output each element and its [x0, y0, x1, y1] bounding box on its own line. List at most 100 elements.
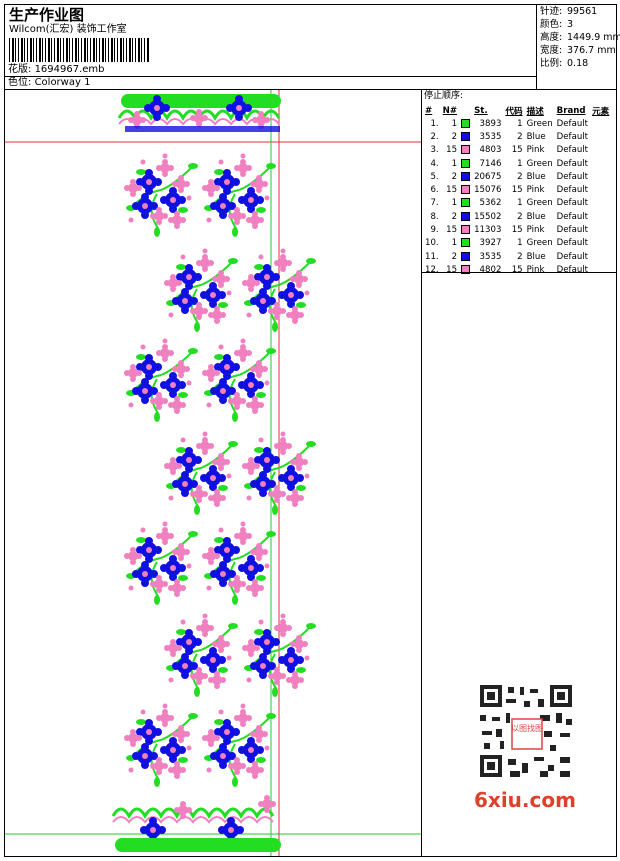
- row-swatch: [459, 144, 472, 157]
- row-swatch: [459, 183, 472, 196]
- row-index: 6.: [430, 185, 439, 196]
- row-element: [590, 157, 611, 170]
- row-brand: Default: [556, 185, 589, 196]
- row-brand: Default: [556, 171, 589, 182]
- col-code: 代码: [505, 106, 523, 117]
- row-code: 2: [517, 171, 523, 182]
- color-swatch: [461, 251, 471, 261]
- row-stitches: 3893: [479, 118, 502, 129]
- col-index: #: [425, 105, 433, 116]
- row-needle: 2: [451, 251, 458, 262]
- col-needle: N#: [442, 105, 458, 116]
- table-row: 8. 2 15502 2 Blue Default: [423, 210, 611, 223]
- row-stitches: 4803: [479, 145, 502, 156]
- company-name: Wilcom(汇宏) 装饰工作室: [9, 24, 127, 35]
- row-element: [590, 250, 611, 263]
- row-description: Green: [526, 118, 553, 129]
- design-row: 花版: 1694967.emb: [8, 64, 105, 76]
- color-swatch: [461, 158, 471, 168]
- col-swatch: [459, 104, 472, 117]
- table-divider: [422, 272, 616, 273]
- row-swatch: [459, 197, 472, 210]
- row-brand: Default: [556, 238, 589, 249]
- table-row: 12. 15 4802 15 Pink Default: [423, 263, 611, 276]
- row-swatch: [459, 157, 472, 170]
- row-index: 9.: [430, 225, 439, 236]
- row-brand: Default: [556, 264, 589, 275]
- row-element: [590, 223, 611, 236]
- row-description: Pink: [526, 264, 545, 275]
- row-stitches: 3535: [479, 251, 502, 262]
- design-label: 花版:: [8, 64, 32, 75]
- row-stitches: 4802: [479, 264, 502, 275]
- row-code: 2: [517, 251, 523, 262]
- row-description: Green: [526, 198, 553, 209]
- row-stitches: 15502: [474, 211, 502, 222]
- bottom-lace-border: [111, 795, 281, 852]
- row-element: [590, 144, 611, 157]
- watermark-brand: 6xiu.com: [474, 788, 576, 812]
- page-title: 生产作业图: [9, 6, 85, 24]
- stats-panel: 针迹: 99561 颜色: 3 高度: 1449.9 mm 宽度: 376.7 mm 比…: [536, 4, 620, 90]
- row-element: [590, 237, 611, 250]
- row-index: 11.: [425, 251, 439, 262]
- row-swatch: [459, 237, 472, 250]
- table-row: 6. 15 15076 15 Pink Default: [423, 183, 611, 196]
- row-needle: 15: [446, 264, 458, 275]
- stat-stitches: 针迹: 99561: [540, 6, 598, 17]
- row-code: 2: [517, 211, 523, 222]
- color-swatch: [461, 238, 471, 248]
- row-stitches: 3927: [479, 238, 502, 249]
- row-index: 4.: [430, 158, 439, 169]
- table-row: 4. 1 7146 1 Green Default: [423, 157, 611, 170]
- row-code: 1: [517, 238, 523, 249]
- row-swatch: [459, 130, 472, 143]
- row-code: 1: [517, 198, 523, 209]
- color-swatch: [461, 171, 471, 181]
- row-code: 15: [511, 225, 523, 236]
- row-swatch: [459, 210, 472, 223]
- colorway-value: Colorway 1: [34, 77, 91, 88]
- design-preview[interactable]: [4, 89, 422, 857]
- row-index: 1.: [430, 118, 439, 129]
- row-stitches: 20675: [474, 171, 502, 182]
- row-index: 3.: [430, 145, 439, 156]
- color-swatch: [461, 131, 471, 141]
- row-description: Green: [526, 238, 553, 249]
- row-needle: 2: [451, 171, 458, 182]
- colorway-row: 色位: Colorway 1: [8, 77, 90, 89]
- row-needle: 1: [451, 118, 458, 129]
- col-brand: Brand: [556, 105, 586, 116]
- row-stitches: 7146: [479, 158, 502, 169]
- row-swatch: [459, 263, 472, 276]
- row-stitches: 5362: [479, 198, 502, 209]
- motif-clusters: [124, 154, 316, 788]
- row-index: 5.: [430, 171, 439, 182]
- row-stitches: 3535: [479, 131, 502, 142]
- stop-sequence-panel: 停止顺序: # N# St. 代码 描述 Brand 元素 1. 1 3893 1 Gr…: [421, 89, 617, 857]
- row-stitches: 11303: [474, 225, 502, 236]
- col-element: 元素: [592, 106, 610, 117]
- row-brand: Default: [556, 225, 589, 236]
- row-needle: 1: [451, 198, 458, 209]
- row-swatch: [459, 250, 472, 263]
- table-row: 11. 2 3535 2 Blue Default: [423, 250, 611, 263]
- row-code: 15: [511, 264, 523, 275]
- row-needle: 1: [451, 158, 458, 169]
- stat-width: 宽度: 376.7 mm: [540, 45, 616, 56]
- row-element: [590, 170, 611, 183]
- stat-scale: 比例: 0.18: [540, 58, 589, 69]
- header-divider: [5, 76, 536, 77]
- row-brand: Default: [556, 131, 589, 142]
- row-code: 2: [517, 131, 523, 142]
- row-index: 8.: [430, 211, 439, 222]
- row-code: 15: [511, 185, 523, 196]
- color-swatch: [461, 145, 471, 155]
- design-file: 1694967.emb: [34, 64, 105, 75]
- row-needle: 2: [451, 211, 458, 222]
- row-index: 10.: [425, 238, 439, 249]
- table-row: 3. 15 4803 15 Pink Default: [423, 144, 611, 157]
- barcode-image: [9, 38, 149, 62]
- color-swatch: [461, 198, 471, 208]
- table-row: 1. 1 3893 1 Green Default: [423, 117, 611, 130]
